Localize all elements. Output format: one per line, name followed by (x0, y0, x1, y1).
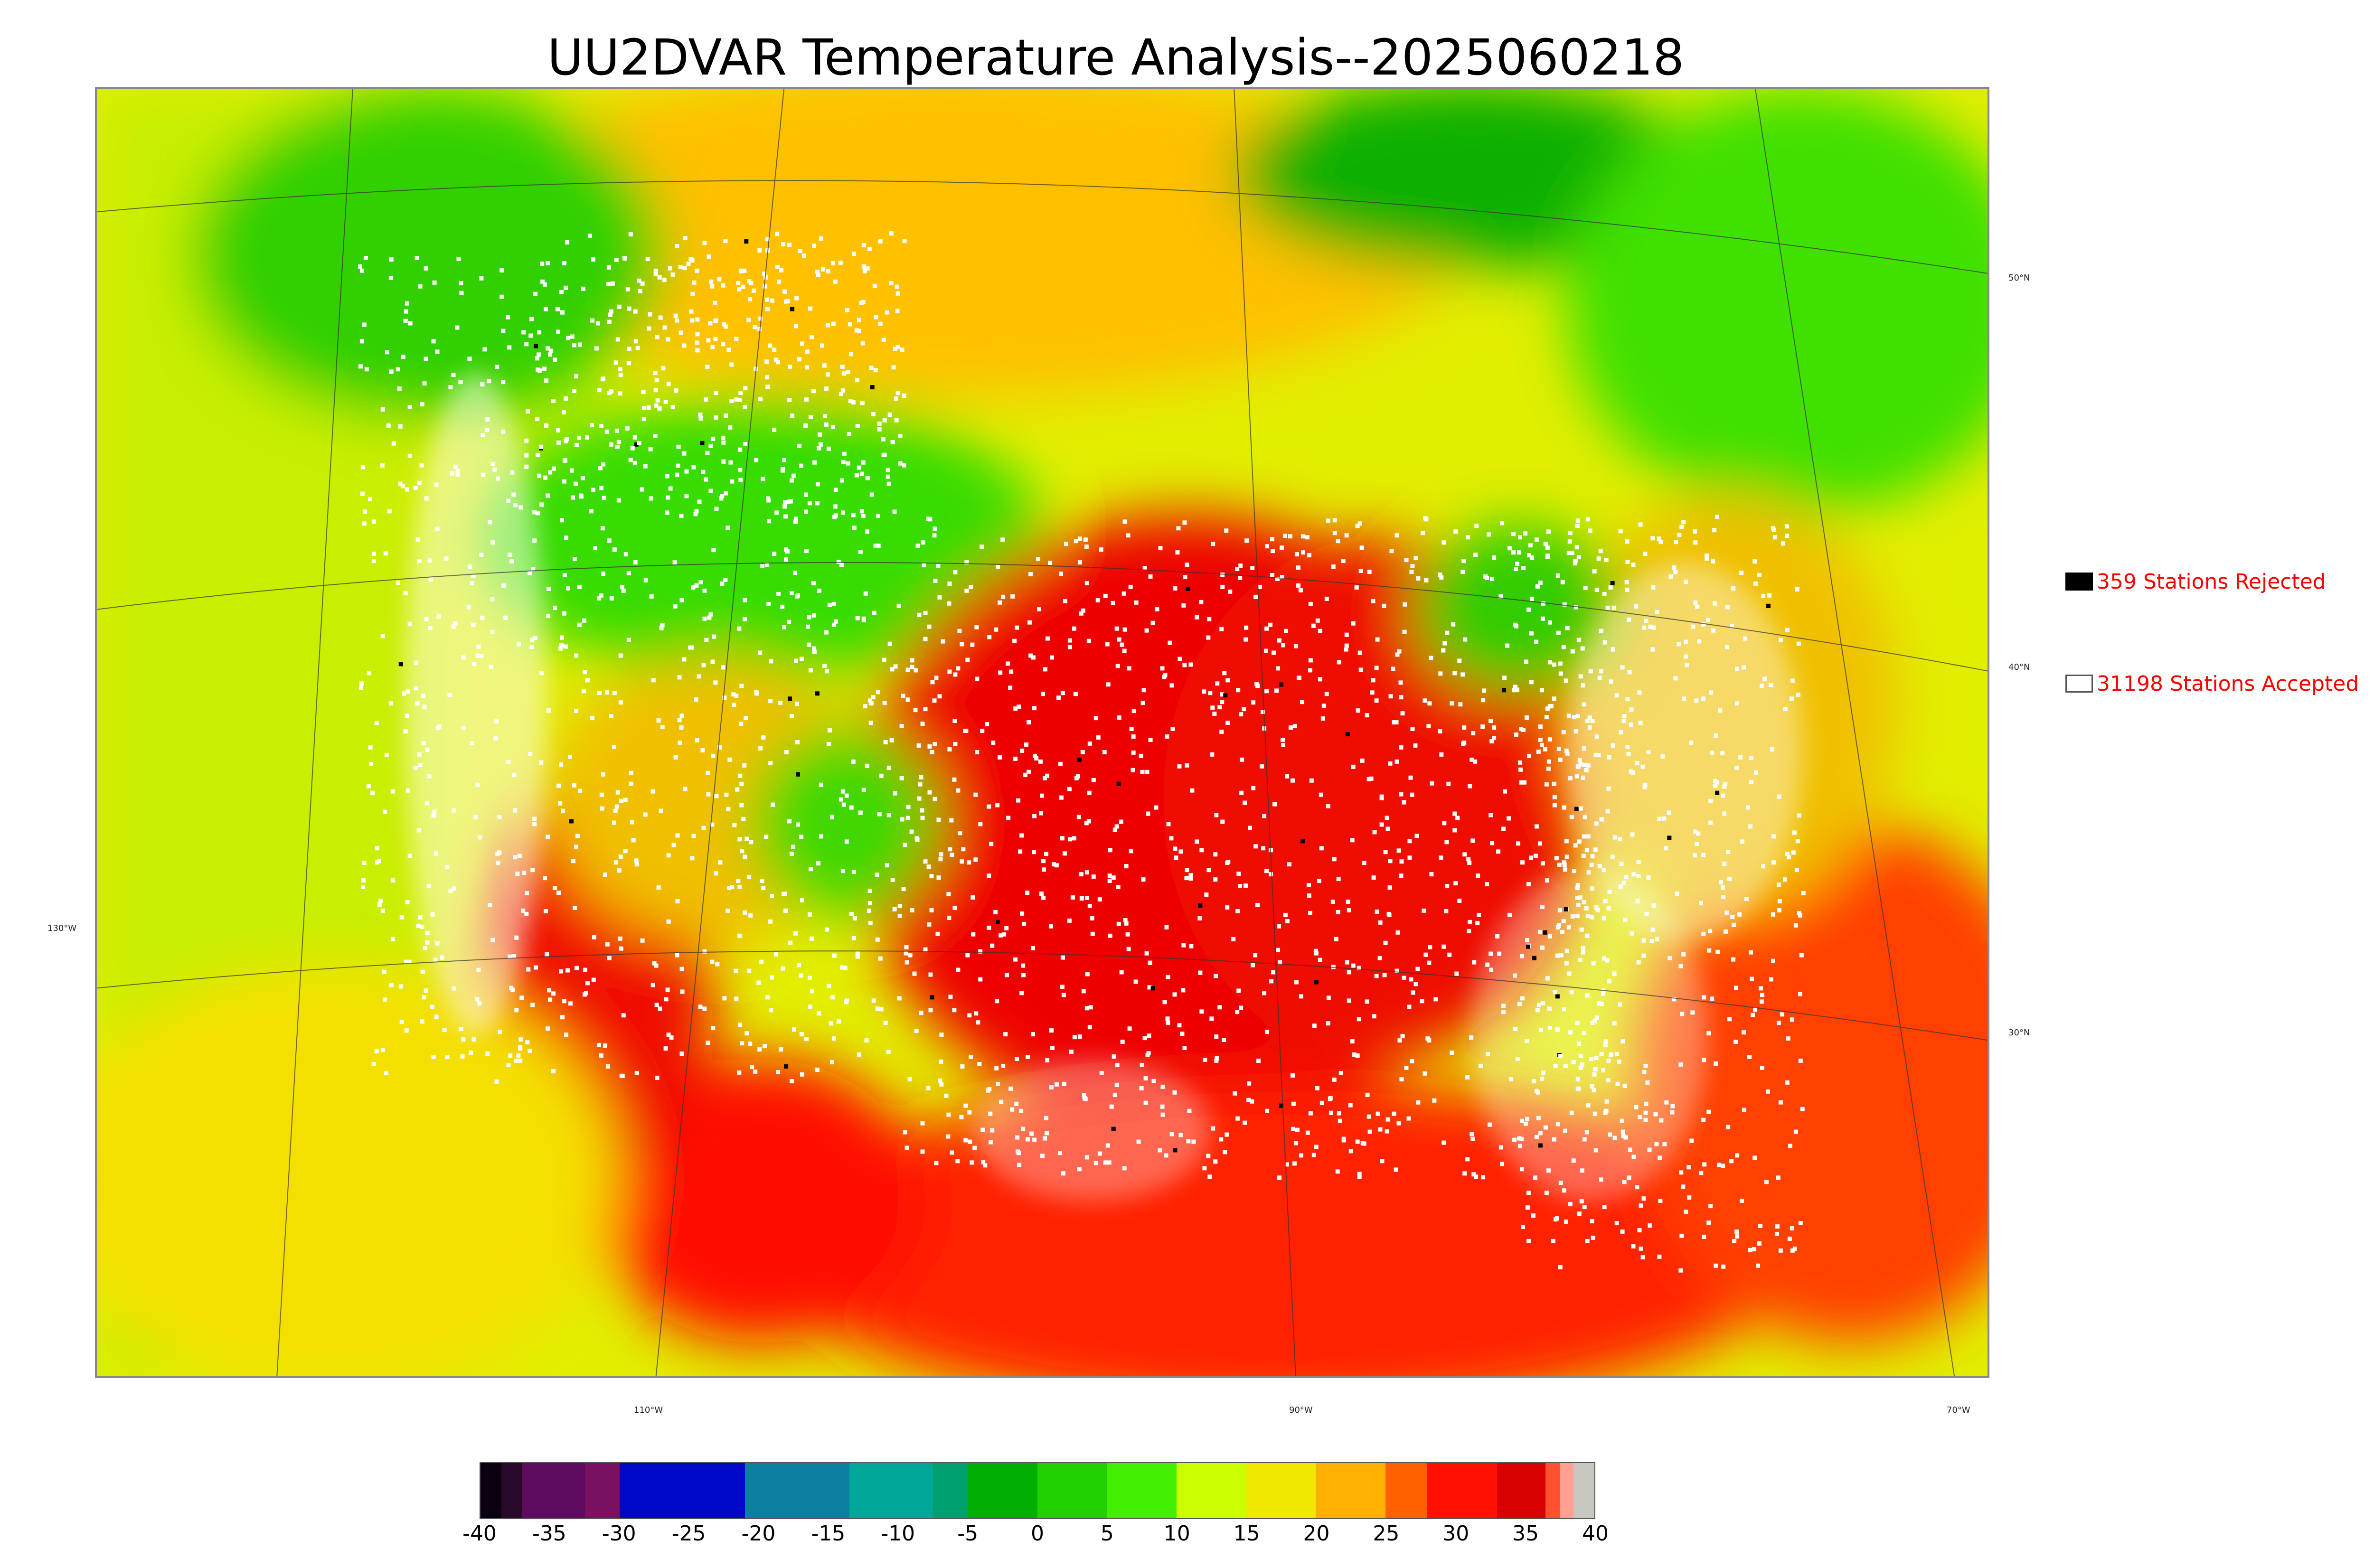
accepted-label: 31198 Stations Accepted (2097, 671, 2359, 696)
temperature-map[interactable] (95, 87, 1989, 1378)
accepted-swatch-icon (2065, 675, 2093, 693)
colorbar-tick-label: 30 (1442, 1521, 1470, 1546)
colorbar-segment (1037, 1463, 1107, 1518)
colorbar-segment (745, 1463, 850, 1518)
station-points (405, 373, 1803, 1202)
lat-label-50: 50°N (2008, 273, 2030, 283)
colorbar-tick-label: 40 (1582, 1521, 1609, 1546)
colorbar-tick-label: -10 (881, 1521, 915, 1546)
legend-rejected: 359 Stations Rejected (2065, 565, 2326, 598)
colorbar-tick-label: -20 (741, 1521, 776, 1546)
colorbar-segment (1107, 1463, 1177, 1518)
colorbar-segment (1427, 1463, 1497, 1518)
colorbar-tick-label: -5 (957, 1521, 979, 1546)
colorbar-segment (522, 1463, 585, 1518)
colorbar-segment (584, 1463, 620, 1518)
temperature-colorbar (480, 1462, 1595, 1519)
colorbar-tick-label: -15 (811, 1521, 846, 1546)
colorbar-tick-label: 0 (1031, 1521, 1044, 1546)
colorbar-segment (968, 1463, 1037, 1518)
colorbar-segment (1177, 1463, 1246, 1518)
colorbar-segment (1316, 1463, 1386, 1518)
colorbar-tick-labels: -40 -35 -30 -25 -20 -15 -10 -5 0 5 10 15 20 25 30 35 40 (462, 1521, 1609, 1550)
colorbar-tick-label: 15 (1233, 1521, 1260, 1546)
colorbar-segment (480, 1463, 501, 1518)
rejected-swatch-icon (2065, 573, 2093, 591)
map-title: UU2DVAR Temperature Analysis--2025060218 (547, 28, 1685, 86)
station-dot-group (358, 231, 1806, 1273)
colorbar-tick-label: 5 (1100, 1521, 1114, 1546)
colorbar-segment (1573, 1463, 1594, 1518)
rejected-label: 359 Stations Rejected (2097, 569, 2326, 594)
colorbar-segment (1497, 1463, 1546, 1518)
colorbar-tick-label: -30 (602, 1521, 636, 1546)
lon-label-70: 70°W (1947, 1405, 1970, 1415)
colorbar-segment (620, 1463, 745, 1518)
colorbar-tick-label: 20 (1303, 1521, 1330, 1546)
lon-label-110: 110°W (634, 1405, 663, 1415)
lon-label-130: 130°W (47, 923, 77, 933)
colorbar-segment (1385, 1463, 1428, 1518)
colorbar-tick-label: 35 (1512, 1521, 1539, 1546)
colorbar-segment (933, 1463, 968, 1518)
colorbar-segment (501, 1463, 522, 1518)
colorbar-segment (1246, 1463, 1316, 1518)
graticule (97, 89, 1988, 1376)
legend-accepted: 31198 Stations Accepted (2065, 667, 2359, 700)
colorbar-tick-label: -35 (532, 1521, 566, 1546)
colorbar-tick-label: -25 (671, 1521, 706, 1546)
lat-label-40: 40°N (2008, 662, 2030, 672)
colorbar-segment (849, 1463, 933, 1518)
colorbar-tick-label: -40 (462, 1521, 497, 1546)
colorbar-segment (1559, 1463, 1573, 1518)
lon-label-90: 90°W (1289, 1405, 1313, 1415)
temperature-field (97, 89, 1988, 1376)
lat-label-30: 30°N (2008, 1028, 2030, 1038)
colorbar-tick-label: 25 (1373, 1521, 1400, 1546)
colorbar-segment (1545, 1463, 1560, 1518)
colorbar-tick-label: 10 (1163, 1521, 1190, 1546)
